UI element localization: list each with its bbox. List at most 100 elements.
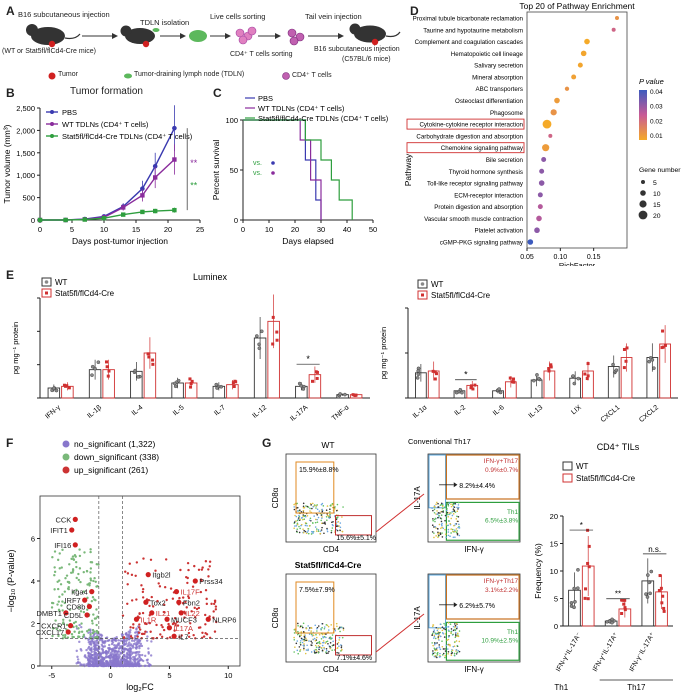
g-ko-q-event bbox=[433, 634, 436, 637]
g-wt-q-event bbox=[433, 532, 435, 534]
g-wt-cd-event bbox=[339, 529, 341, 532]
f-point-ns bbox=[114, 653, 118, 657]
e-right-dot bbox=[416, 369, 421, 373]
g-ko-cd-event bbox=[298, 646, 301, 648]
g-ko-cd-event bbox=[303, 648, 305, 651]
e-left-x-tick-label: IFN-γ bbox=[44, 404, 62, 421]
g-wt-cd-event bbox=[302, 506, 305, 509]
f-point-up bbox=[178, 635, 181, 639]
f-point-ns bbox=[90, 657, 94, 660]
g-wt-q-event bbox=[450, 517, 453, 520]
g-ko-q-event bbox=[451, 652, 454, 654]
g-ko-q-event bbox=[454, 624, 457, 627]
a-text-recipient: (C57BL/6 mice) bbox=[342, 56, 391, 63]
f-point-ns bbox=[87, 660, 90, 663]
f-gene-point bbox=[149, 610, 155, 616]
g-wt-cd-event bbox=[293, 521, 296, 524]
g-wt-cd-event bbox=[337, 520, 340, 523]
g-wt-cd-event bbox=[306, 505, 309, 508]
g-ko-cd-event bbox=[303, 643, 305, 645]
g-wt-cd-event bbox=[302, 502, 305, 505]
f-gene-point bbox=[72, 516, 78, 522]
f-gene-label: IFI16 bbox=[54, 541, 71, 550]
g-ko-q-event bbox=[439, 623, 442, 625]
g-wt-cd-event bbox=[336, 521, 338, 523]
d-size-legend-label: 5 bbox=[653, 180, 657, 187]
e-right-dot bbox=[512, 377, 516, 381]
c-x-tick-label: 50 bbox=[369, 225, 377, 234]
g-bar-y-tick-label: 0 bbox=[554, 622, 558, 631]
f-point-up bbox=[193, 564, 196, 568]
f-point-up bbox=[204, 632, 207, 635]
f-gene-point bbox=[89, 589, 95, 595]
f-point-ns bbox=[129, 629, 132, 632]
g-ko-cd-x-label: CD4 bbox=[323, 665, 340, 674]
b-sig-mark: ** bbox=[190, 158, 198, 168]
g-wt-cd-event bbox=[315, 530, 318, 532]
g-wt-cd-event bbox=[296, 519, 299, 522]
f-point-up bbox=[204, 623, 207, 626]
g-ko-cd-event bbox=[293, 636, 295, 639]
g-legend-ko-swatch bbox=[562, 473, 573, 483]
g-ko-cd-event bbox=[329, 645, 331, 648]
f-gene-label: IL17A bbox=[173, 624, 193, 633]
g-ko-q-event bbox=[456, 651, 458, 654]
b-point bbox=[172, 157, 177, 162]
g-wt-cd-event bbox=[296, 528, 299, 530]
g-ko-cd-event bbox=[332, 644, 335, 646]
f-point-up bbox=[141, 590, 145, 594]
f-point-ns bbox=[138, 644, 142, 648]
e-left-dot bbox=[233, 379, 237, 383]
f-point-ns bbox=[117, 650, 120, 653]
f-point-up bbox=[129, 635, 133, 638]
f-point-down bbox=[58, 609, 61, 613]
d-pathway-label: Cytokine-cytokine receptor interaction bbox=[419, 122, 523, 129]
f-point-ns bbox=[99, 654, 103, 658]
g-dot bbox=[569, 601, 574, 605]
g-wt-cd-event bbox=[302, 515, 304, 518]
g-wt-cd-event bbox=[307, 532, 310, 535]
f-point-ns bbox=[111, 660, 114, 664]
f-point-up bbox=[158, 585, 162, 588]
g-wt-q-event bbox=[452, 513, 455, 515]
f-point-ns bbox=[109, 657, 112, 660]
f-point-down bbox=[70, 633, 74, 636]
g-wt-cd-event bbox=[314, 521, 317, 524]
f-point-down bbox=[77, 627, 80, 630]
g-wt-cd-event bbox=[337, 525, 339, 527]
d-point bbox=[534, 227, 540, 234]
f-point-ns bbox=[112, 662, 116, 665]
b-y-tick-label: 500 bbox=[22, 194, 35, 203]
f-point-ns bbox=[99, 663, 103, 666]
g-ko-q-th1-label: Th1 bbox=[507, 629, 519, 636]
d-pathway-label: cGMP-PKG signaling pathway bbox=[440, 240, 524, 247]
a-text-cd4-sorting: CD4⁺ T cells sorting bbox=[230, 51, 293, 58]
e-legend-ko-label: Stat5fl/flCd4-Cre bbox=[55, 289, 115, 298]
g-ko-cd-event bbox=[299, 650, 301, 652]
g-ko-q-event bbox=[433, 643, 436, 646]
f-point-down bbox=[70, 557, 73, 561]
f-point-ns bbox=[121, 633, 124, 637]
f-point-up bbox=[184, 600, 187, 604]
g-ko-cd-event bbox=[318, 641, 320, 644]
g-wt-cd-event bbox=[331, 502, 334, 505]
g-ko-cd-event bbox=[326, 624, 329, 627]
e-left-dot bbox=[90, 373, 94, 377]
e-right-dot bbox=[583, 372, 587, 376]
mouse-icon bbox=[349, 23, 401, 46]
f-legend-label: down_significant (338) bbox=[74, 452, 159, 462]
f-gene-point bbox=[67, 623, 74, 629]
f-point-ns bbox=[147, 652, 150, 655]
f-point-ns bbox=[100, 647, 104, 651]
g-ko-q-event bbox=[433, 629, 435, 631]
d-pathway-label: Bile secretion bbox=[486, 157, 524, 164]
g-ko-cd-event bbox=[338, 636, 341, 639]
b-y-tick-label: 2,500 bbox=[16, 104, 35, 113]
e-right-dot bbox=[535, 373, 539, 377]
e-left-x-tick-label: IL-17A bbox=[289, 404, 310, 423]
f-point-down bbox=[60, 604, 63, 607]
g-ko-q-event bbox=[439, 652, 441, 655]
e-right-dot bbox=[586, 374, 590, 378]
f-point-ns bbox=[128, 657, 132, 660]
b-x-tick-label: 10 bbox=[100, 225, 108, 234]
